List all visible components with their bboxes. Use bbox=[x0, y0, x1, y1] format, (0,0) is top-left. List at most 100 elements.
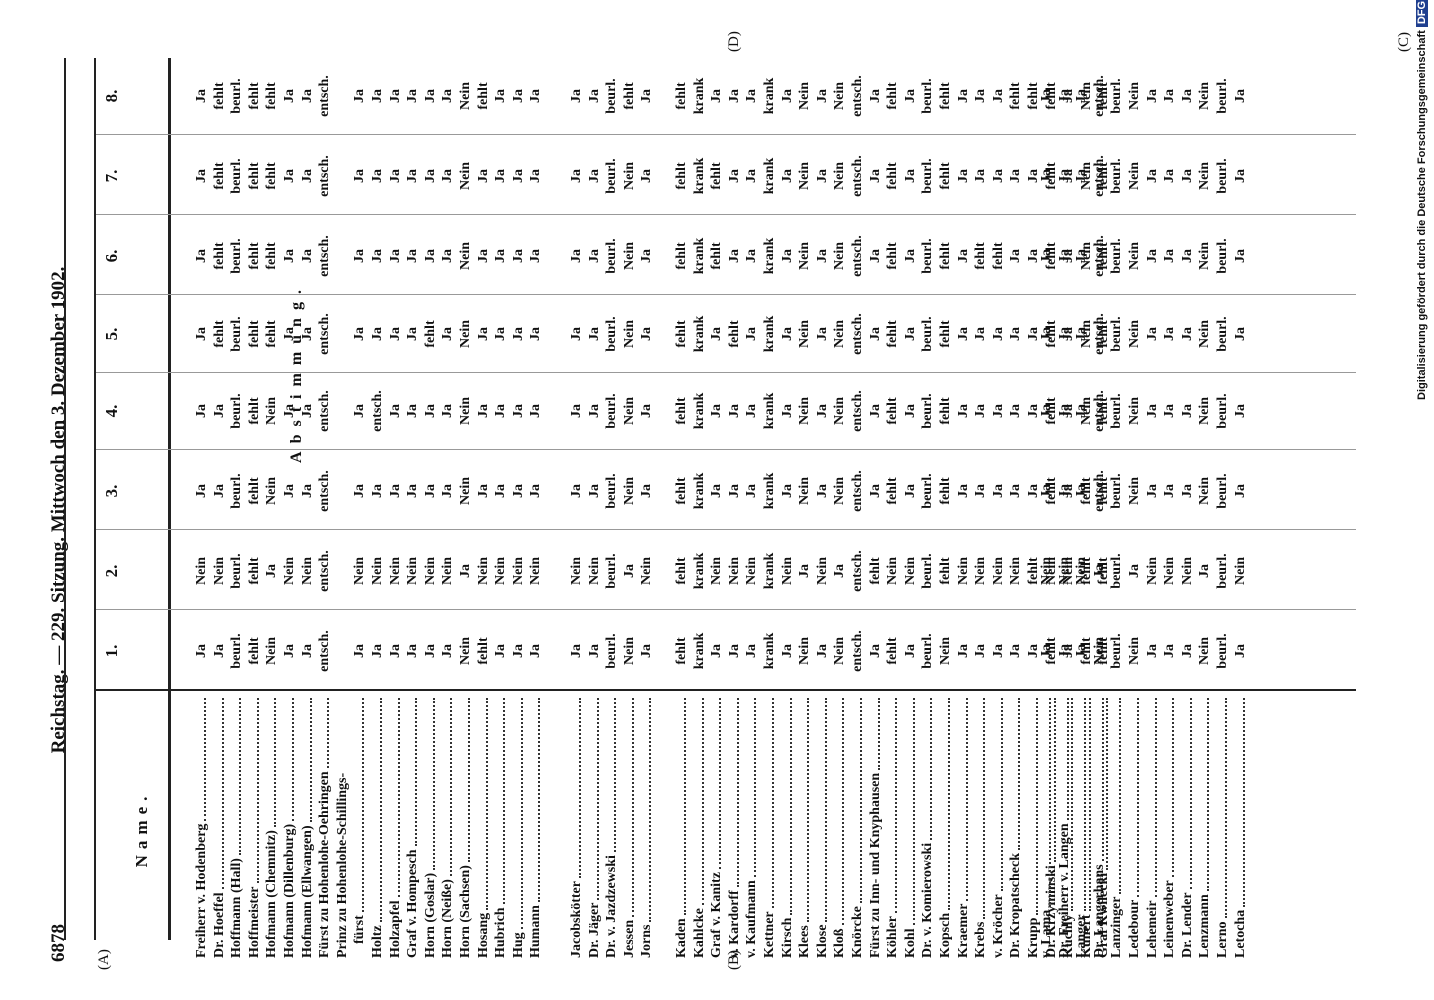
vote: fehlt bbox=[726, 320, 742, 348]
member-name: Horn (Goslar) bbox=[421, 696, 439, 958]
vote: entsch. bbox=[850, 313, 865, 355]
vote: Ja bbox=[1074, 249, 1090, 263]
vote: Ja bbox=[990, 484, 1006, 498]
vote: Ja bbox=[1056, 327, 1072, 341]
vote: Ja bbox=[973, 404, 989, 418]
vote: Nein bbox=[621, 397, 637, 425]
member-name: Letocha bbox=[1231, 696, 1249, 958]
member-name: Kahlcke bbox=[690, 696, 708, 958]
vote: Ja bbox=[1179, 644, 1195, 658]
credit-text: Digitalisierung gefördert durch die Deut… bbox=[1416, 30, 1428, 400]
member-name: Langer bbox=[1073, 696, 1090, 958]
vote: Nein bbox=[1144, 557, 1160, 585]
vote: Ja bbox=[422, 249, 438, 263]
vote: beurl. bbox=[920, 238, 936, 274]
name-text: Horn (Sachsen) bbox=[458, 865, 473, 958]
vote: Ja bbox=[639, 327, 655, 341]
vote: Ja bbox=[352, 249, 368, 263]
vote: Ja bbox=[990, 404, 1006, 418]
vote: Ja bbox=[387, 327, 403, 341]
vote: Ja bbox=[282, 404, 297, 418]
name-text: Kirsch bbox=[779, 917, 795, 958]
column-number: 7. bbox=[102, 169, 121, 183]
vote: Ja bbox=[955, 484, 971, 498]
vote: Ja bbox=[194, 169, 209, 183]
vote: Ja bbox=[867, 644, 883, 658]
vote: fehlt bbox=[885, 320, 901, 348]
vote: Nein bbox=[1091, 637, 1107, 665]
vote: fehlt bbox=[885, 82, 901, 110]
vote: Ja bbox=[352, 484, 368, 498]
name-text: Dr. Hoeffel bbox=[211, 892, 227, 958]
vote: Ja bbox=[1162, 89, 1178, 103]
vote: fehlt bbox=[211, 242, 227, 270]
vote: Ja bbox=[1197, 564, 1213, 578]
name-text: Lehemeir bbox=[1144, 900, 1160, 958]
vote: Ja bbox=[387, 89, 403, 103]
vote: fehlt bbox=[621, 82, 637, 110]
name-text: Kettner bbox=[762, 911, 777, 958]
vote: Nein bbox=[1056, 557, 1072, 585]
vote: fehlt bbox=[211, 162, 227, 190]
vote: Ja bbox=[1179, 484, 1195, 498]
name-text: v. Lama bbox=[1039, 909, 1054, 958]
vote: Ja bbox=[744, 327, 760, 341]
vote: beurl. bbox=[1215, 316, 1230, 352]
member-name: Prinz zu Hohenlohe-Schillings- bbox=[334, 696, 351, 958]
vote: Ja bbox=[370, 249, 385, 263]
name-text: Hosang bbox=[475, 912, 491, 958]
member-name: v. Kröcher bbox=[989, 696, 1007, 958]
vote: beurl. bbox=[1109, 393, 1125, 429]
vote: fehlt bbox=[475, 637, 491, 665]
credit-logo: DFG bbox=[1416, 0, 1428, 28]
vote: Ja bbox=[586, 404, 602, 418]
vote: entsch. bbox=[317, 313, 333, 355]
vote: Ja bbox=[1162, 484, 1178, 498]
vote: Ja bbox=[814, 404, 830, 418]
vote: Ja bbox=[1162, 404, 1178, 418]
vote: Nein bbox=[493, 557, 509, 585]
member-name: Hofmann (Dillenburg) bbox=[281, 696, 298, 958]
vote: Nein bbox=[1074, 557, 1090, 585]
vote: Ja bbox=[440, 169, 456, 183]
vote: fehlt bbox=[938, 320, 953, 348]
name-text: Horn (Neiße) bbox=[440, 879, 456, 958]
vote: fehlt bbox=[1008, 82, 1024, 110]
vote: beurl. bbox=[604, 473, 620, 509]
name-text: Kraemer bbox=[955, 903, 971, 958]
vote: Nein bbox=[299, 557, 315, 585]
name-text: Dr. Freiherr v. Langen bbox=[1056, 823, 1072, 958]
vote: fehlt bbox=[246, 82, 262, 110]
vote: Nein bbox=[1197, 162, 1213, 190]
member-name: Hoffmeister bbox=[245, 696, 263, 958]
name-text: Köhler bbox=[885, 916, 901, 958]
vote: Nein bbox=[458, 320, 473, 348]
vote: Ja bbox=[709, 484, 725, 498]
vote: Ja bbox=[586, 327, 602, 341]
vote: Ja bbox=[1144, 169, 1160, 183]
vote: Ja bbox=[299, 169, 315, 183]
vote: Nein bbox=[744, 557, 760, 585]
vote: Ja bbox=[779, 327, 795, 341]
name-text: Hofmann (Dillenburg) bbox=[282, 823, 297, 958]
vote: beurl. bbox=[1109, 633, 1125, 669]
vote: Ja bbox=[814, 169, 830, 183]
member-name: Holzapfel bbox=[386, 696, 404, 958]
name-text: fürst bbox=[352, 915, 368, 944]
vote: Ja bbox=[867, 169, 883, 183]
vote: Ja bbox=[387, 644, 403, 658]
vote: Ja bbox=[1127, 564, 1142, 578]
vote: Nein bbox=[569, 557, 584, 585]
vote: krank bbox=[691, 552, 707, 590]
name-text: Lerno bbox=[1215, 921, 1230, 958]
vote: entsch. bbox=[317, 155, 333, 197]
vote: Nein bbox=[955, 557, 971, 585]
vote: Nein bbox=[1127, 397, 1142, 425]
vote: fehlt bbox=[674, 637, 689, 665]
vote: beurl. bbox=[1215, 238, 1230, 274]
vote: Ja bbox=[639, 644, 655, 658]
vote: Nein bbox=[1197, 242, 1213, 270]
vote: Nein bbox=[621, 320, 637, 348]
vote: Ja bbox=[1056, 484, 1072, 498]
vote: fehlt bbox=[973, 242, 989, 270]
